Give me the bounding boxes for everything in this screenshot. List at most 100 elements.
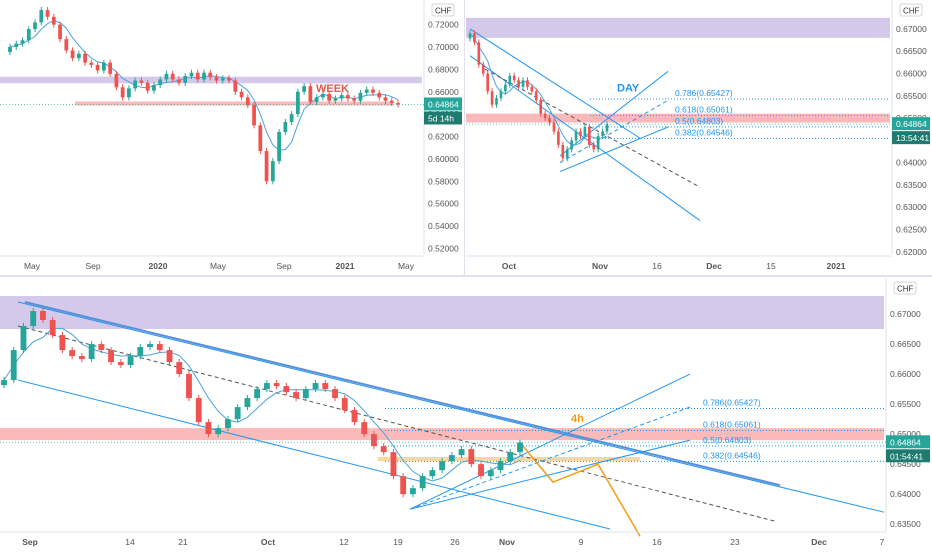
candle-body [89,62,94,65]
candle [258,122,263,155]
candle [189,69,194,80]
candle-body [114,73,119,88]
candle [361,419,368,438]
candle-body [473,33,476,43]
price-tick-label: 0.64000 [890,489,921,499]
fourhour-chart-panel[interactable]: 0.786(0.65427) 0.618(0.65061) 0.5(0.64803)… [0,278,932,550]
candle-body [601,131,604,136]
candle-body [504,84,507,92]
candle-body [478,464,484,477]
candle [302,386,309,402]
candle [499,88,503,102]
candle-body [530,86,534,92]
candle-body [561,144,565,159]
candle [14,40,19,51]
candle [351,407,358,426]
moving-average-line [469,33,608,146]
candle-body [526,80,529,87]
candle-body [30,311,37,327]
candle-body [127,88,131,98]
candle-body [139,80,144,83]
candle [137,344,144,360]
candle [312,380,319,393]
candle-body [1,380,7,386]
annotation-label: DAY [617,82,640,94]
time-tick-label: 26 [450,537,460,547]
candle [429,467,436,480]
time-tick-label: Sep [85,261,100,271]
candle-body [314,97,319,102]
candle [33,19,37,33]
candle [49,316,56,339]
candle [377,89,382,101]
time-tick-label: 23 [730,537,740,547]
price-tick-label: 0.66500 [890,339,921,349]
annotation-label: 4h [571,413,584,425]
candle [473,30,476,46]
candle [596,132,600,153]
daily-chart-panel[interactable]: 0.786(0.65427) 0.618(0.65061) 0.5(0.64803)… [466,0,932,274]
candle [552,119,556,135]
candle [195,69,200,83]
candle [383,94,388,104]
time-tick-label: 16 [652,261,662,271]
candle [1,377,7,389]
candle [478,461,484,480]
price-tick-label: 0.52000 [428,243,459,253]
candle [156,341,163,354]
candle-body [557,131,560,145]
candle-body [177,79,181,83]
currency-label: CHF [897,285,914,294]
candle [30,307,37,330]
candle [164,70,169,83]
candle [78,353,85,363]
candle-body [88,344,95,360]
supply-zone [466,113,890,123]
candle-body [352,98,357,101]
channel-upper-line [17,301,885,513]
price-tick-label: 0.72000 [428,20,459,30]
fib-level-label: 0.382(0.64546) [703,450,761,460]
candle [220,75,225,84]
candle [233,77,238,95]
candle-body [302,389,309,399]
candle-body [239,91,244,98]
candle [20,37,25,47]
candle-body [208,72,213,78]
candle [346,92,350,102]
time-tick-label: 16 [652,537,662,547]
candle [69,347,76,360]
candle [88,341,95,363]
candle [570,137,573,153]
candle [295,88,300,118]
candle-body [389,100,394,103]
candle [389,97,394,106]
candle [283,118,288,136]
candle-body [293,392,299,399]
candle [497,458,504,474]
time-tick-label: Nov [499,537,515,547]
candle [490,88,494,108]
candle-body [58,24,62,40]
annotation-label: WEEK [316,83,349,95]
rising-channel-upper [559,70,669,157]
rising-channel-lower [559,126,669,173]
channel-lower-line [17,379,611,530]
candle-body [339,95,344,99]
weekly-chart-panel[interactable]: WEEK CHF 0.52000 0.54000 0.56000 0.58000 0.600… [0,0,464,274]
candle-body [346,95,350,99]
candle-body [302,86,307,92]
resistance-zone [466,17,890,38]
price-tick-label: 0.58000 [428,176,459,186]
candle [321,90,325,101]
candle [380,443,387,456]
candle-body [592,144,596,150]
candle [371,86,375,96]
candle [214,74,219,84]
candle [601,128,604,139]
last-price-tag [886,435,930,449]
resistance-zone [0,296,884,330]
candle-body [534,91,538,101]
countdown-label: 13:54:41 [896,133,929,143]
